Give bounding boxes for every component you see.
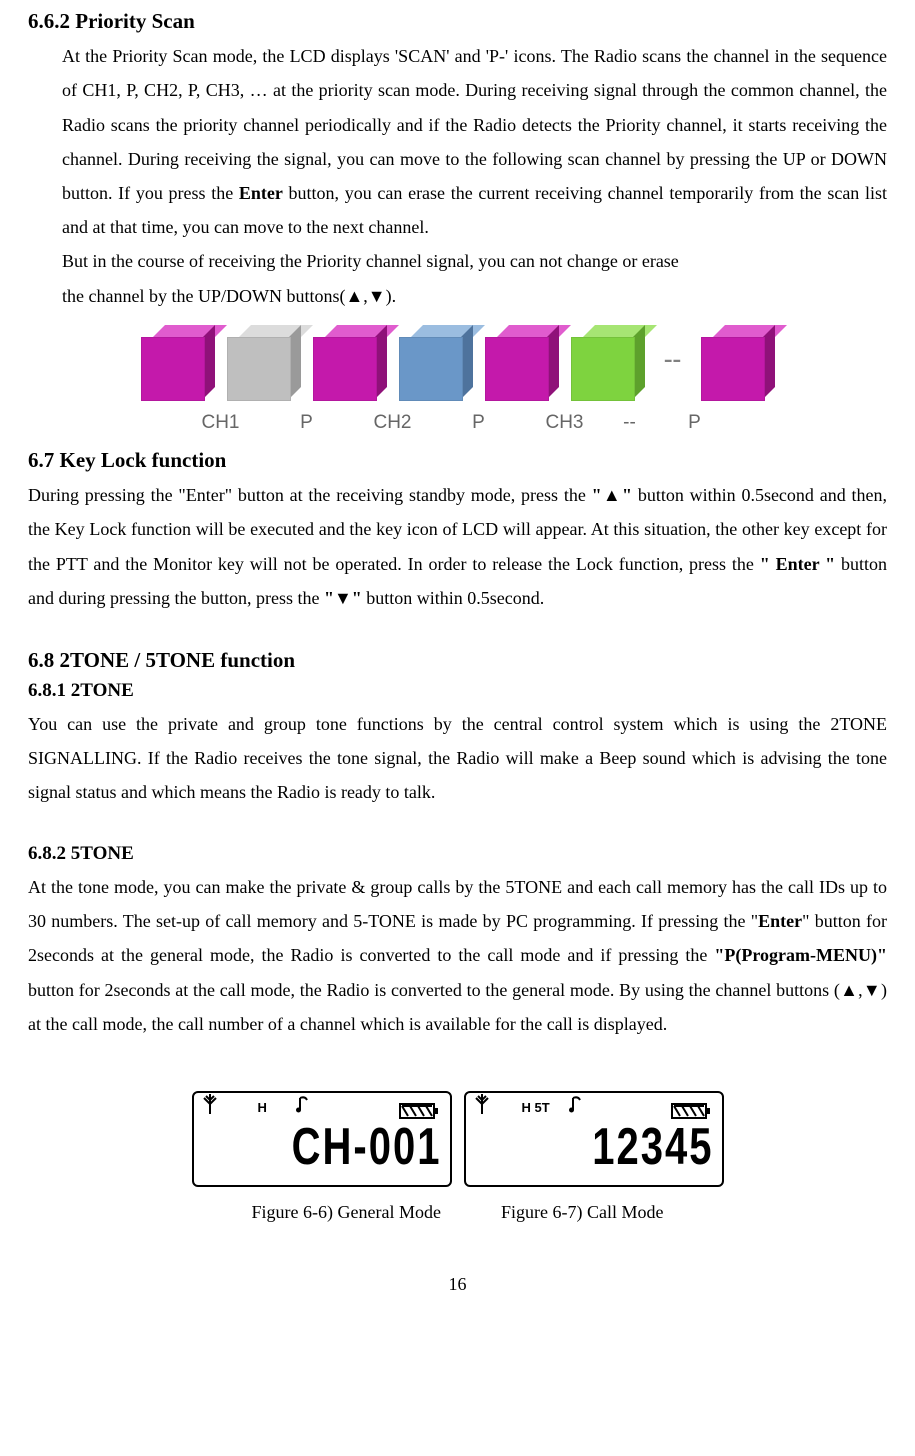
t5-enter: Enter bbox=[758, 911, 802, 931]
ps-enter-bold: Enter bbox=[239, 183, 283, 203]
music-note-icon bbox=[568, 1091, 582, 1125]
diagram-label: -- bbox=[614, 405, 646, 441]
t5-pmenu: "P(Program-MENU)" bbox=[714, 945, 887, 965]
diagram-label: CH2 bbox=[356, 405, 430, 441]
kl-up: "▲" bbox=[592, 485, 632, 505]
kl-a: During pressing the "Enter" button at th… bbox=[28, 485, 592, 505]
diagram-block bbox=[701, 325, 775, 399]
keylock-body: During pressing the "Enter" button at th… bbox=[28, 478, 887, 615]
page-number: 16 bbox=[28, 1267, 887, 1301]
diagram-label: P bbox=[442, 405, 516, 441]
diagram-block bbox=[399, 325, 473, 399]
priority-scan-diagram: -- CH1 P CH2 P CH3 -- P bbox=[28, 325, 887, 441]
diagram-label: P bbox=[270, 405, 344, 441]
ps-text-3: the channel by the UP/DOWN buttons(▲,▼). bbox=[62, 279, 887, 313]
antenna-icon bbox=[202, 1091, 218, 1125]
caption-general: Figure 6-6) General Mode bbox=[252, 1195, 441, 1229]
diagram-block bbox=[313, 325, 387, 399]
heading-keylock: 6.7 Key Lock function bbox=[28, 447, 887, 474]
diagram-block bbox=[571, 325, 645, 399]
lcd-general-indicator: H bbox=[258, 1096, 267, 1121]
heading-5tone: 6.8.2 5TONE bbox=[28, 841, 887, 868]
lcd-general-text: CH-001 bbox=[202, 1121, 442, 1173]
body-2tone: You can use the private and group tone f… bbox=[28, 707, 887, 810]
kl-d: button within 0.5second. bbox=[362, 588, 545, 608]
heading-2tone: 6.8.1 2TONE bbox=[28, 678, 887, 705]
antenna-icon bbox=[474, 1091, 490, 1125]
lcd-call-indicator: H 5T bbox=[522, 1096, 550, 1121]
heading-tone: 6.8 2TONE / 5TONE function bbox=[28, 647, 887, 674]
diagram-block bbox=[227, 325, 301, 399]
kl-down: "▼" bbox=[324, 588, 362, 608]
ps-text-1a: At the Priority Scan mode, the LCD displ… bbox=[62, 46, 887, 203]
diagram-block bbox=[141, 325, 215, 399]
lcd-call-mode: H 5T 12345 bbox=[464, 1091, 724, 1187]
kl-enter: " Enter " bbox=[760, 554, 835, 574]
lcd-call-text: 12345 bbox=[474, 1121, 714, 1173]
caption-call: Figure 6-7) Call Mode bbox=[501, 1195, 663, 1229]
heading-priority-scan: 6.6.2 Priority Scan bbox=[28, 8, 887, 35]
diagram-label: CH3 bbox=[528, 405, 602, 441]
priority-scan-body: At the Priority Scan mode, the LCD displ… bbox=[28, 39, 887, 313]
ps-text-2: But in the course of receiving the Prior… bbox=[62, 244, 887, 278]
figure-captions: Figure 6-6) General Mode Figure 6-7) Cal… bbox=[28, 1195, 887, 1229]
diagram-dashes: -- bbox=[657, 334, 689, 389]
lcd-figures: H CH-001 H 5T 12345 bbox=[28, 1091, 887, 1187]
body-5tone: At the tone mode, you can make the priva… bbox=[28, 870, 887, 1041]
t5-c: button for 2seconds at the call mode, th… bbox=[28, 980, 887, 1034]
lcd-general-mode: H CH-001 bbox=[192, 1091, 452, 1187]
diagram-label: P bbox=[658, 405, 732, 441]
diagram-block bbox=[485, 325, 559, 399]
diagram-label: CH1 bbox=[184, 405, 258, 441]
